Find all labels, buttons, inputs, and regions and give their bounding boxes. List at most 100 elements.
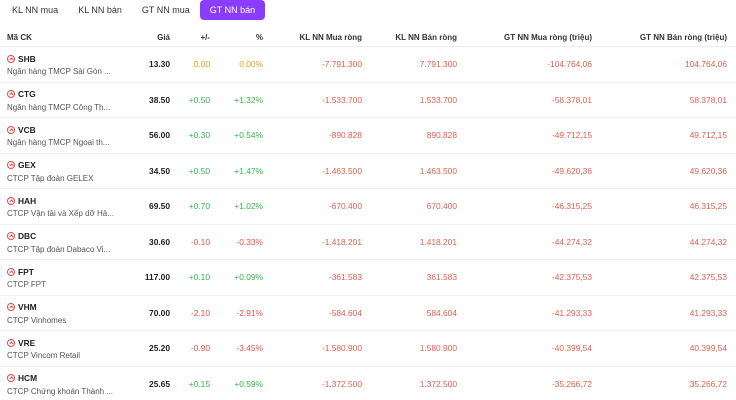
header-change[interactable]: +/-: [200, 33, 210, 42]
symbol-cell[interactable]: GEX CTCP Tập đoàn GELEX: [7, 160, 147, 183]
symbol-cell[interactable]: VHM CTCP Vinhomes: [7, 302, 147, 325]
kl-ban-rong-cell: 7.791.300: [419, 59, 457, 69]
symbol-cell[interactable]: HCM CTCP Chứng khoán Thành ...: [7, 373, 147, 396]
header-kl-ban-rong[interactable]: KL NN Bán ròng: [395, 33, 457, 42]
symbol-cell[interactable]: VRE CTCP Vincom Retail: [7, 337, 147, 360]
kl-ban-rong-cell: 1.418.201: [419, 236, 457, 247]
gt-mua-rong-cell: -40.399,54: [551, 343, 592, 353]
stock-symbol[interactable]: GEX: [18, 160, 36, 170]
company-name: Ngân hàng TMCP Sài Gòn ...: [7, 67, 111, 76]
symbol-cell[interactable]: CTG Ngân hàng TMCP Công Th...: [7, 89, 147, 112]
header-symbol[interactable]: Mã CK: [7, 33, 32, 42]
pct-cell: +1.32%: [234, 94, 263, 105]
gt-mua-rong-cell: -41.293,33: [551, 307, 592, 318]
change-cell: +0.10: [188, 272, 210, 282]
symbol-cell[interactable]: DBC CTCP Tập đoàn Dabaco Vi...: [7, 231, 147, 254]
symbol-cell[interactable]: FPT CTCP FPT: [7, 266, 147, 289]
kl-mua-rong-cell: -1.533.700: [321, 94, 362, 105]
symbol-cell[interactable]: SHB Ngân hàng TMCP Sài Gòn ...: [7, 53, 147, 76]
header-gt-mua-rong[interactable]: GT NN Mua ròng (triệu): [504, 33, 592, 42]
table-row[interactable]: GEX CTCP Tập đoàn GELEX 34.50 +0.50 +1.4…: [0, 154, 736, 189]
kl-ban-rong-cell: 890.828: [426, 130, 457, 140]
kl-ban-rong-cell: 670.400: [426, 201, 457, 211]
stock-symbol[interactable]: VRE: [18, 337, 36, 348]
change-cell: +0.50: [188, 94, 210, 105]
change-cell: +0.30: [188, 130, 210, 140]
pct-cell: +0.54%: [234, 130, 263, 140]
gt-mua-rong-cell: -49.620,36: [551, 165, 592, 176]
header-kl-mua-rong[interactable]: KL NN Mua ròng: [299, 33, 362, 42]
table-row[interactable]: VHM CTCP Vinhomes 70.00 -2.10 -2.91% -58…: [0, 296, 736, 331]
foreign-trading-table: Mã CK Giá +/- % KL NN Mua ròng KL NN Bán…: [0, 29, 736, 400]
table-row[interactable]: VRE CTCP Vincom Retail 25.20 -0.90 -3.45…: [0, 331, 736, 367]
pct-cell: +0.09%: [234, 272, 263, 282]
table-row[interactable]: HCM CTCP Chứng khoán Thành ... 25.65 +0.…: [0, 367, 736, 400]
gt-mua-rong-cell: -35.266,72: [551, 378, 592, 389]
symbol-cell[interactable]: VCB Ngân hàng TMCP Ngoại th...: [7, 124, 147, 147]
gt-ban-rong-cell: 44.274,32: [689, 236, 727, 247]
table-row[interactable]: DBC CTCP Tập đoàn Dabaco Vi... 30.60 -0.…: [0, 225, 736, 260]
stock-symbol[interactable]: HAH: [18, 195, 37, 206]
header-gt-ban-rong[interactable]: GT NN Bán ròng (triệu): [639, 33, 727, 42]
kl-mua-rong-cell: -1.580.900: [321, 343, 362, 353]
stock-arrow-icon: [7, 125, 15, 134]
change-cell: -2.10: [190, 307, 210, 318]
stock-symbol[interactable]: FPT: [18, 266, 34, 277]
tab-gt-nn-mua[interactable]: GT NN mua: [141, 5, 190, 15]
company-name: CTCP Vận tải và Xếp dỡ Hả...: [7, 209, 114, 218]
kl-mua-rong-cell: -670.400: [328, 201, 362, 211]
gt-ban-rong-cell: 49.712,15: [689, 130, 727, 140]
stock-arrow-icon: [7, 267, 15, 276]
kl-ban-rong-cell: 1.580.900: [419, 343, 457, 353]
tab-gt-nn-ban[interactable]: GT NN bán: [199, 0, 266, 20]
gt-ban-rong-cell: 46.315,25: [689, 201, 727, 211]
stock-arrow-icon: [7, 303, 15, 311]
table-row[interactable]: FPT CTCP FPT 117.00 +0.10 +0.09% -361.58…: [0, 260, 736, 296]
kl-mua-rong-cell: -1.418.201: [321, 236, 362, 247]
table-row[interactable]: VCB Ngân hàng TMCP Ngoại th... 56.00 +0.…: [0, 118, 736, 154]
price-cell: 25.65: [149, 378, 170, 389]
kl-mua-rong-cell: -361.583: [328, 272, 362, 282]
price-cell: 25.20: [149, 343, 170, 353]
pct-cell: -2.91%: [236, 307, 263, 318]
stock-symbol[interactable]: DBC: [18, 231, 37, 241]
gt-mua-rong-cell: -58.378,01: [551, 94, 592, 105]
stock-symbol[interactable]: SHB: [18, 53, 36, 64]
kl-ban-rong-cell: 1.463.500: [419, 165, 457, 176]
price-cell: 30.60: [149, 236, 170, 247]
gt-mua-rong-cell: -42.375,53: [551, 272, 592, 282]
table-row[interactable]: HAH CTCP Vận tải và Xếp dỡ Hả... 69.50 +…: [0, 189, 736, 225]
company-name: CTCP Tập đoàn Dabaco Vi...: [7, 244, 111, 254]
symbol-cell[interactable]: HAH CTCP Vận tải và Xếp dỡ Hả...: [7, 195, 147, 218]
table-row[interactable]: SHB Ngân hàng TMCP Sài Gòn ... 13.30 0.0…: [0, 47, 736, 83]
kl-mua-rong-cell: -1.372.500: [321, 378, 362, 389]
company-name: CTCP Chứng khoán Thành ...: [7, 386, 114, 396]
kl-ban-rong-cell: 1.533.700: [419, 94, 457, 105]
price-cell: 56.00: [149, 130, 170, 140]
header-pct[interactable]: %: [255, 33, 263, 42]
kl-mua-rong-cell: -584.604: [328, 307, 362, 318]
gt-mua-rong-cell: -104.764,06: [547, 59, 592, 69]
tab-kl-nn-ban[interactable]: KL NN bán: [78, 5, 122, 15]
stock-arrow-icon: [7, 374, 15, 382]
pct-cell: +1.47%: [234, 165, 263, 176]
tab-kl-nn-mua[interactable]: KL NN mua: [12, 5, 59, 15]
company-name: CTCP Tập đoàn GELEX: [7, 173, 94, 183]
stock-symbol[interactable]: CTG: [18, 89, 36, 99]
gt-ban-rong-cell: 49.620,36: [689, 165, 727, 176]
price-cell: 34.50: [149, 165, 170, 176]
company-name: Ngân hàng TMCP Công Th...: [7, 102, 111, 112]
stock-symbol[interactable]: VHM: [18, 302, 37, 312]
stock-symbol[interactable]: VCB: [18, 124, 36, 135]
stock-symbol[interactable]: HCM: [18, 373, 38, 383]
table-row[interactable]: CTG Ngân hàng TMCP Công Th... 38.50 +0.5…: [0, 83, 736, 118]
change-cell: +0.50: [188, 165, 210, 176]
stock-arrow-icon: [7, 232, 15, 240]
gt-ban-rong-cell: 58.378,01: [689, 94, 727, 105]
stock-arrow-icon: [7, 338, 15, 347]
price-cell: 70.00: [149, 307, 170, 318]
header-price[interactable]: Giá: [157, 33, 170, 42]
price-cell: 38.50: [149, 94, 170, 105]
gt-ban-rong-cell: 40.399,54: [689, 343, 727, 353]
kl-mua-rong-cell: -7.791.300: [321, 59, 362, 69]
